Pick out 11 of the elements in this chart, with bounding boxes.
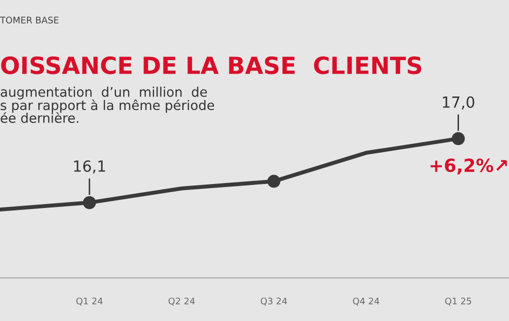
- chart-title: OISSANCE DE LA BASE CLIENTS: [1, 56, 422, 74]
- x-tick-label: Q3 24: [260, 298, 287, 306]
- data-label: 16,1: [74, 160, 106, 174]
- x-tick-label: Q2 24: [168, 298, 195, 306]
- annotation: +6,2%↗: [430, 158, 507, 174]
- x-tick-label: Q4 24: [352, 298, 380, 306]
- chart-subtitle: augmentation d’un million de s par rapport à la même période ée dernière.: [0, 86, 214, 123]
- text: TOMER BASE: [0, 16, 58, 24]
- x-tick-label: Q1 24: [76, 298, 103, 306]
- x-tick-label: Q1 25: [445, 298, 472, 306]
- data-label: 17,0: [442, 96, 474, 110]
